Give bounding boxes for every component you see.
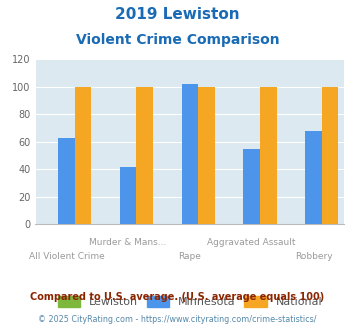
Text: Robbery: Robbery — [295, 252, 332, 261]
Bar — [182, 84, 198, 224]
Text: 2019 Lewiston: 2019 Lewiston — [115, 7, 240, 21]
Bar — [75, 87, 91, 224]
Text: All Violent Crime: All Violent Crime — [28, 252, 104, 261]
Bar — [58, 138, 75, 224]
Text: Rape: Rape — [179, 252, 201, 261]
Bar — [322, 87, 338, 224]
Bar — [260, 87, 277, 224]
Legend: Lewiston, Minnesota, National: Lewiston, Minnesota, National — [54, 293, 326, 311]
Bar — [244, 149, 260, 224]
Bar — [136, 87, 153, 224]
Text: Compared to U.S. average. (U.S. average equals 100): Compared to U.S. average. (U.S. average … — [31, 292, 324, 302]
Bar — [305, 131, 322, 224]
Text: Aggravated Assault: Aggravated Assault — [207, 238, 296, 247]
Bar — [198, 87, 215, 224]
Text: Murder & Mans...: Murder & Mans... — [89, 238, 167, 247]
Text: © 2025 CityRating.com - https://www.cityrating.com/crime-statistics/: © 2025 CityRating.com - https://www.city… — [38, 315, 317, 324]
Text: Violent Crime Comparison: Violent Crime Comparison — [76, 33, 279, 47]
Bar — [120, 167, 136, 224]
